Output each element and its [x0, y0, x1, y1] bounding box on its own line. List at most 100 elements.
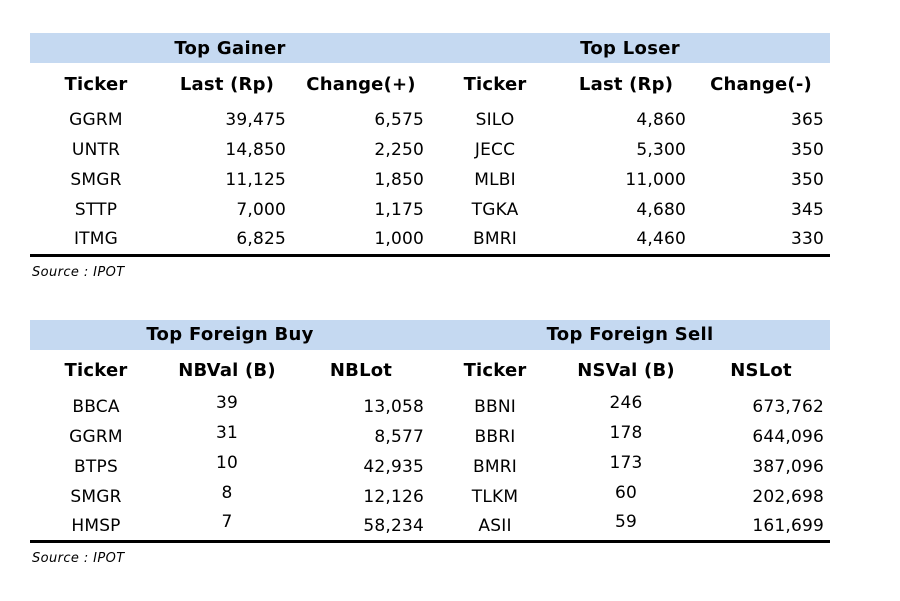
- value-cell: 350: [790, 140, 825, 160]
- table-row: GGRM 39,475 6,575 SILO 4,860 365: [30, 105, 830, 135]
- value-cell: 4,460: [636, 229, 687, 250]
- value-cell: 173: [560, 452, 692, 482]
- value-cell: 4,680: [636, 200, 687, 220]
- ticker-cell: BBRI: [474, 426, 516, 447]
- value-text: 39: [215, 392, 239, 413]
- value-cell: 2,250: [374, 140, 425, 160]
- report-sheet: Top Gainer Top Loser Ticker Last (Rp) Ch…: [30, 33, 900, 566]
- value-text: 59: [615, 511, 638, 532]
- column-header-change-plus: Change(+): [306, 73, 416, 95]
- column-header-ticker: Ticker: [64, 360, 128, 381]
- column-header-ticker: Ticker: [463, 73, 527, 95]
- ticker-cell: GGRM: [69, 426, 123, 447]
- value-cell: 350: [790, 170, 825, 190]
- source-note: Source : IPOT: [32, 264, 125, 280]
- value-text: 60: [615, 482, 638, 503]
- value-cell: 7: [162, 512, 292, 542]
- ticker-cell: JECC: [474, 140, 516, 160]
- value-cell: 246: [560, 392, 692, 422]
- spacer: [30, 280, 900, 320]
- value-cell: 6,575: [374, 110, 425, 130]
- gainer-loser-table: Top Gainer Top Loser Ticker Last (Rp) Ch…: [30, 33, 831, 257]
- value-cell: 1,000: [374, 229, 425, 250]
- value-text: 31: [215, 422, 239, 443]
- value-text: 10: [215, 452, 239, 473]
- foreign-flow-table: Top Foreign Buy Top Foreign Sell Ticker …: [30, 319, 831, 543]
- ticker-cell: ASII: [478, 515, 512, 536]
- column-header-last-rp: Last (Rp): [578, 73, 674, 95]
- ticker-cell: MLBI: [474, 170, 516, 190]
- ticker-cell: SILO: [475, 110, 515, 130]
- table-row: UNTR 14,850 2,250 JECC 5,300 350: [30, 135, 830, 165]
- section-title-top-gainer: Top Gainer: [30, 33, 431, 63]
- value-cell: 11,000: [625, 170, 687, 190]
- value-cell: 59: [560, 512, 692, 542]
- ticker-cell: TGKA: [471, 200, 519, 220]
- value-cell: 673,762: [752, 396, 825, 417]
- table-row: HMSP 7 58,234 ASII 59 161,699: [30, 512, 830, 542]
- ticker-cell: SMGR: [70, 486, 122, 507]
- value-cell: 39: [162, 392, 292, 422]
- ticker-cell: BTPS: [74, 456, 118, 477]
- column-header-nblot: NBLot: [329, 360, 393, 381]
- ticker-cell: ITMG: [73, 229, 119, 250]
- ticker-cell: BMRI: [473, 456, 518, 477]
- value-cell: 1,175: [374, 200, 425, 220]
- value-cell: 330: [790, 229, 825, 250]
- value-cell: 11,125: [225, 170, 286, 190]
- table-row: BTPS 10 42,935 BMRI 173 387,096: [30, 452, 830, 482]
- column-header-ticker: Ticker: [463, 360, 527, 381]
- value-cell: 1,850: [374, 170, 425, 190]
- section-title-top-loser: Top Loser: [430, 33, 831, 63]
- value-cell: 7,000: [236, 200, 286, 220]
- value-cell: 5,300: [636, 140, 687, 160]
- ticker-cell: BMRI: [473, 229, 518, 250]
- ticker-cell: BBNI: [474, 396, 516, 417]
- table-row: SMGR 11,125 1,850 MLBI 11,000 350: [30, 165, 830, 195]
- table-row: STTP 7,000 1,175 TGKA 4,680 345: [30, 195, 830, 225]
- table-row: BBCA 39 13,058 BBNI 246 673,762: [30, 392, 830, 422]
- column-header-nsval: NSVal (B): [577, 360, 675, 381]
- section-title-row: Top Gainer Top Loser: [30, 33, 831, 63]
- value-cell: 387,096: [752, 456, 825, 477]
- value-text: 246: [609, 392, 643, 413]
- column-header-nbval: NBVal (B): [178, 360, 276, 381]
- value-cell: 644,096: [752, 426, 825, 447]
- value-cell: 4,860: [636, 110, 687, 130]
- column-header-change-minus: Change(-): [710, 73, 812, 95]
- value-cell: 178: [560, 422, 692, 452]
- value-cell: 6,825: [236, 229, 286, 250]
- value-text: 8: [221, 482, 233, 503]
- value-cell: 60: [560, 482, 692, 512]
- column-header-ticker: Ticker: [64, 73, 128, 95]
- column-header-row: Ticker Last (Rp) Change(+) Ticker Last (…: [30, 63, 830, 105]
- value-text: 7: [221, 511, 233, 532]
- value-cell: 345: [790, 200, 825, 220]
- table-row: ITMG 6,825 1,000 BMRI 4,460 330: [30, 225, 830, 255]
- value-cell: 14,850: [225, 140, 286, 160]
- section-title-row: Top Foreign Buy Top Foreign Sell: [30, 319, 831, 350]
- value-cell: 39,475: [225, 110, 286, 130]
- value-text: 173: [609, 452, 643, 473]
- value-cell: 365: [790, 110, 825, 130]
- value-cell: 10: [162, 452, 292, 482]
- value-cell: 13,058: [363, 396, 425, 417]
- column-header-nslot: NSLot: [730, 360, 792, 381]
- value-cell: 42,935: [363, 456, 425, 477]
- ticker-cell: GGRM: [69, 110, 123, 130]
- ticker-cell: HMSP: [71, 515, 121, 536]
- ticker-cell: SMGR: [70, 170, 122, 190]
- value-cell: 161,699: [752, 515, 825, 536]
- section-title-top-foreign-buy: Top Foreign Buy: [30, 319, 431, 350]
- table-row: GGRM 31 8,577 BBRI 178 644,096: [30, 422, 830, 452]
- value-cell: 31: [162, 422, 292, 452]
- column-header-row: Ticker NBVal (B) NBLot Ticker NSVal (B) …: [30, 350, 830, 392]
- section-title-top-foreign-sell: Top Foreign Sell: [430, 319, 831, 350]
- value-cell: 58,234: [363, 515, 425, 536]
- ticker-cell: STTP: [74, 200, 118, 220]
- value-text: 178: [609, 422, 643, 443]
- ticker-cell: BBCA: [72, 396, 120, 417]
- value-cell: 202,698: [752, 486, 825, 507]
- ticker-cell: UNTR: [71, 140, 121, 160]
- value-cell: 8: [162, 482, 292, 512]
